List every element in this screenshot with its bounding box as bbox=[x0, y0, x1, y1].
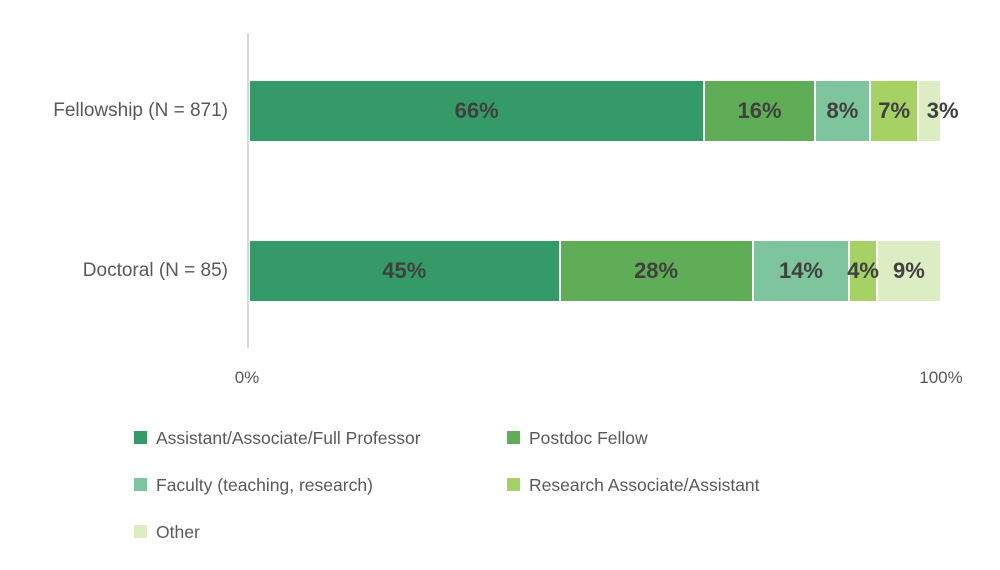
bar-segment: 8% bbox=[815, 81, 871, 141]
legend-item: Other bbox=[134, 521, 507, 543]
legend-label: Assistant/Associate/Full Professor bbox=[156, 428, 421, 448]
bar-doctoral: 45% 28% 14% 4% 9% bbox=[250, 241, 940, 301]
data-label: 4% bbox=[847, 258, 879, 283]
bar-segment: 28% bbox=[560, 241, 754, 301]
data-label: 14% bbox=[778, 258, 823, 283]
legend-item: Postdoc Fellow bbox=[507, 427, 760, 449]
data-label: 8% bbox=[826, 98, 859, 123]
data-label: 45% bbox=[382, 258, 427, 283]
legend-item: Research Associate/Assistant bbox=[507, 474, 760, 496]
data-label: 66% bbox=[454, 98, 499, 123]
bar-segment: 3% bbox=[919, 81, 959, 141]
legend-label: Faculty (teaching, research) bbox=[156, 475, 373, 495]
legend-marker bbox=[134, 478, 147, 491]
data-label: 28% bbox=[634, 258, 679, 283]
data-label: 7% bbox=[878, 98, 911, 123]
legend-marker bbox=[134, 431, 147, 444]
data-label: 3% bbox=[926, 98, 959, 123]
data-label: 9% bbox=[893, 258, 925, 283]
category-label-fellowship: Fellowship (N = 871) bbox=[53, 100, 228, 121]
bar-segment: 9% bbox=[877, 241, 940, 301]
bar-segment: 7% bbox=[870, 81, 920, 141]
bar-segment: 14% bbox=[753, 241, 851, 301]
legend-marker bbox=[134, 525, 147, 538]
x-tick-0: 0% bbox=[234, 368, 260, 387]
bar-segment: 45% bbox=[250, 241, 561, 301]
legend-label: Research Associate/Assistant bbox=[529, 475, 760, 495]
x-tick-100: 100% bbox=[919, 368, 963, 387]
legend-item: Faculty (teaching, research) bbox=[134, 474, 507, 496]
legend-item: Assistant/Associate/Full Professor bbox=[134, 427, 507, 449]
bar-fellowship: 66% 16% 8% 7% 3% bbox=[250, 81, 959, 141]
y-axis-line bbox=[247, 33, 249, 348]
legend-marker bbox=[507, 431, 520, 444]
legend-marker bbox=[507, 478, 520, 491]
bar-segment: 66% bbox=[250, 81, 706, 141]
data-label: 16% bbox=[737, 98, 782, 123]
bar-segment: 16% bbox=[705, 81, 816, 141]
bar-segment: 4% bbox=[847, 241, 879, 301]
category-label-doctoral: Doctoral (N = 85) bbox=[82, 260, 228, 281]
legend: Assistant/Associate/Full Professor Postdo… bbox=[134, 427, 760, 568]
legend-label: Postdoc Fellow bbox=[529, 428, 648, 448]
legend-label: Other bbox=[156, 522, 200, 542]
